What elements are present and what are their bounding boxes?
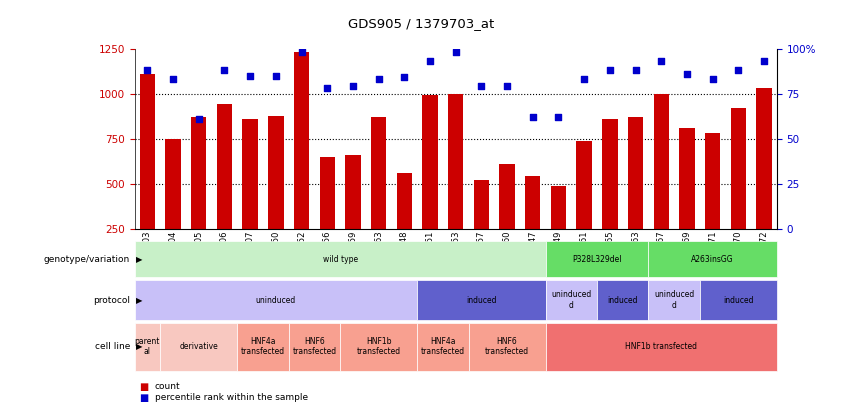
Text: induced: induced <box>608 296 638 305</box>
Bar <box>648 280 700 320</box>
Bar <box>551 185 566 229</box>
Point <box>628 67 642 73</box>
Point <box>141 67 155 73</box>
Bar <box>294 52 309 229</box>
Text: HNF1b
transfected: HNF1b transfected <box>357 337 401 356</box>
Point <box>398 74 411 81</box>
Bar <box>648 241 777 277</box>
Bar <box>319 157 335 229</box>
Point <box>423 58 437 64</box>
Point <box>577 76 591 83</box>
Bar <box>371 117 386 229</box>
Point <box>757 58 771 64</box>
Bar <box>700 280 777 320</box>
Text: GDS905 / 1379703_at: GDS905 / 1379703_at <box>348 17 494 30</box>
Bar <box>474 180 489 229</box>
Text: protocol: protocol <box>93 296 130 305</box>
Point <box>680 70 694 77</box>
Text: ▶: ▶ <box>136 296 142 305</box>
Point <box>346 83 360 90</box>
Point <box>732 67 746 73</box>
Text: ▶: ▶ <box>136 342 142 351</box>
Bar <box>397 173 412 229</box>
Text: parent
al: parent al <box>135 337 160 356</box>
Text: derivative: derivative <box>180 342 218 351</box>
Point <box>449 49 463 55</box>
Text: HNF6
transfected: HNF6 transfected <box>485 337 529 356</box>
Text: count: count <box>155 382 181 391</box>
Bar <box>756 88 772 229</box>
Bar <box>602 119 617 229</box>
Bar <box>546 241 648 277</box>
Bar <box>140 74 155 229</box>
Text: uninduced: uninduced <box>256 296 296 305</box>
Bar <box>340 323 418 371</box>
Text: percentile rank within the sample: percentile rank within the sample <box>155 393 307 402</box>
Bar <box>166 139 181 229</box>
Point <box>294 49 308 55</box>
Bar <box>242 119 258 229</box>
Point <box>500 83 514 90</box>
Text: HNF4a
transfected: HNF4a transfected <box>421 337 465 356</box>
Point <box>551 114 565 120</box>
Text: genotype/variation: genotype/variation <box>44 255 130 264</box>
Point <box>192 116 206 122</box>
Point <box>603 67 617 73</box>
Bar <box>423 96 437 229</box>
Text: HNF4a
transfected: HNF4a transfected <box>241 337 285 356</box>
Point <box>526 114 540 120</box>
Text: ■: ■ <box>139 382 148 392</box>
Bar <box>469 323 546 371</box>
Bar <box>268 116 284 229</box>
Bar <box>654 94 669 229</box>
Bar <box>525 176 541 229</box>
Point <box>269 72 283 79</box>
Point <box>372 76 385 83</box>
Text: A263insGG: A263insGG <box>691 255 734 264</box>
Text: uninduced
d: uninduced d <box>654 290 694 310</box>
Text: induced: induced <box>723 296 753 305</box>
Bar <box>135 280 418 320</box>
Bar <box>680 128 694 229</box>
Bar <box>499 164 515 229</box>
Text: HNF6
transfected: HNF6 transfected <box>293 337 337 356</box>
Bar <box>546 323 777 371</box>
Text: cell line: cell line <box>95 342 130 351</box>
Bar <box>597 280 648 320</box>
Text: P328L329del: P328L329del <box>572 255 621 264</box>
Bar <box>191 117 207 229</box>
Text: induced: induced <box>466 296 496 305</box>
Bar <box>731 108 746 229</box>
Bar <box>135 241 546 277</box>
Point <box>218 67 232 73</box>
Text: ■: ■ <box>139 393 148 403</box>
Text: uninduced
d: uninduced d <box>551 290 591 310</box>
Point <box>706 76 720 83</box>
Bar <box>289 323 340 371</box>
Bar <box>705 133 720 229</box>
Point <box>243 72 257 79</box>
Point <box>166 76 180 83</box>
Point <box>320 85 334 92</box>
Point <box>475 83 489 90</box>
Bar <box>418 280 546 320</box>
Bar <box>546 280 597 320</box>
Text: HNF1b transfected: HNF1b transfected <box>625 342 697 351</box>
Bar <box>217 104 232 229</box>
Bar <box>628 117 643 229</box>
Bar <box>448 94 464 229</box>
Point <box>654 58 668 64</box>
Bar <box>161 323 237 371</box>
Bar <box>135 323 161 371</box>
Bar <box>576 141 592 229</box>
Bar <box>345 155 360 229</box>
Text: wild type: wild type <box>323 255 358 264</box>
Text: ▶: ▶ <box>136 255 142 264</box>
Bar <box>237 323 289 371</box>
Bar <box>418 323 469 371</box>
